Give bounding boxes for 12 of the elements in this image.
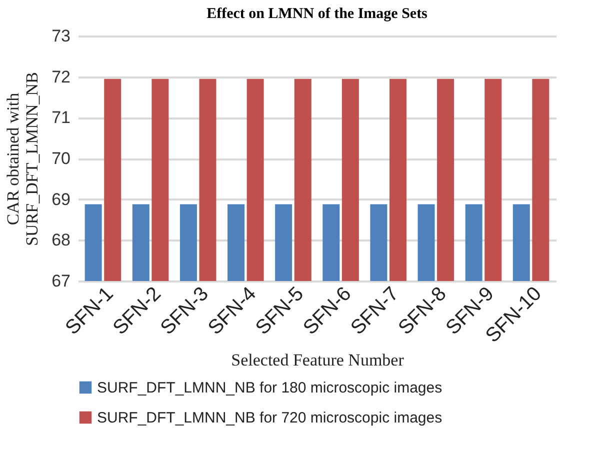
- y-tick-label: 71: [52, 108, 70, 128]
- legend-label: SURF_DFT_LMNN_NB for 720 microscopic images: [97, 410, 442, 426]
- y-tick-label: 70: [52, 149, 70, 168]
- y-axis-title: CAR obtained with SURF_DFT_LMNN_NB: [4, 72, 42, 246]
- y-tick-label: 69: [52, 190, 70, 209]
- legend-label: SURF_DFT_LMNN_NB for 180 microscopic images: [97, 380, 442, 396]
- chart-title: Effect on LMNN of the Image Sets: [206, 6, 428, 22]
- y-tick-label: 68: [52, 230, 70, 250]
- y-tick-label: 73: [52, 26, 70, 46]
- y-tick-label: 67: [52, 272, 70, 290]
- y-tick-label: 72: [52, 67, 70, 86]
- x-axis-title: Selected Feature Number: [231, 350, 404, 370]
